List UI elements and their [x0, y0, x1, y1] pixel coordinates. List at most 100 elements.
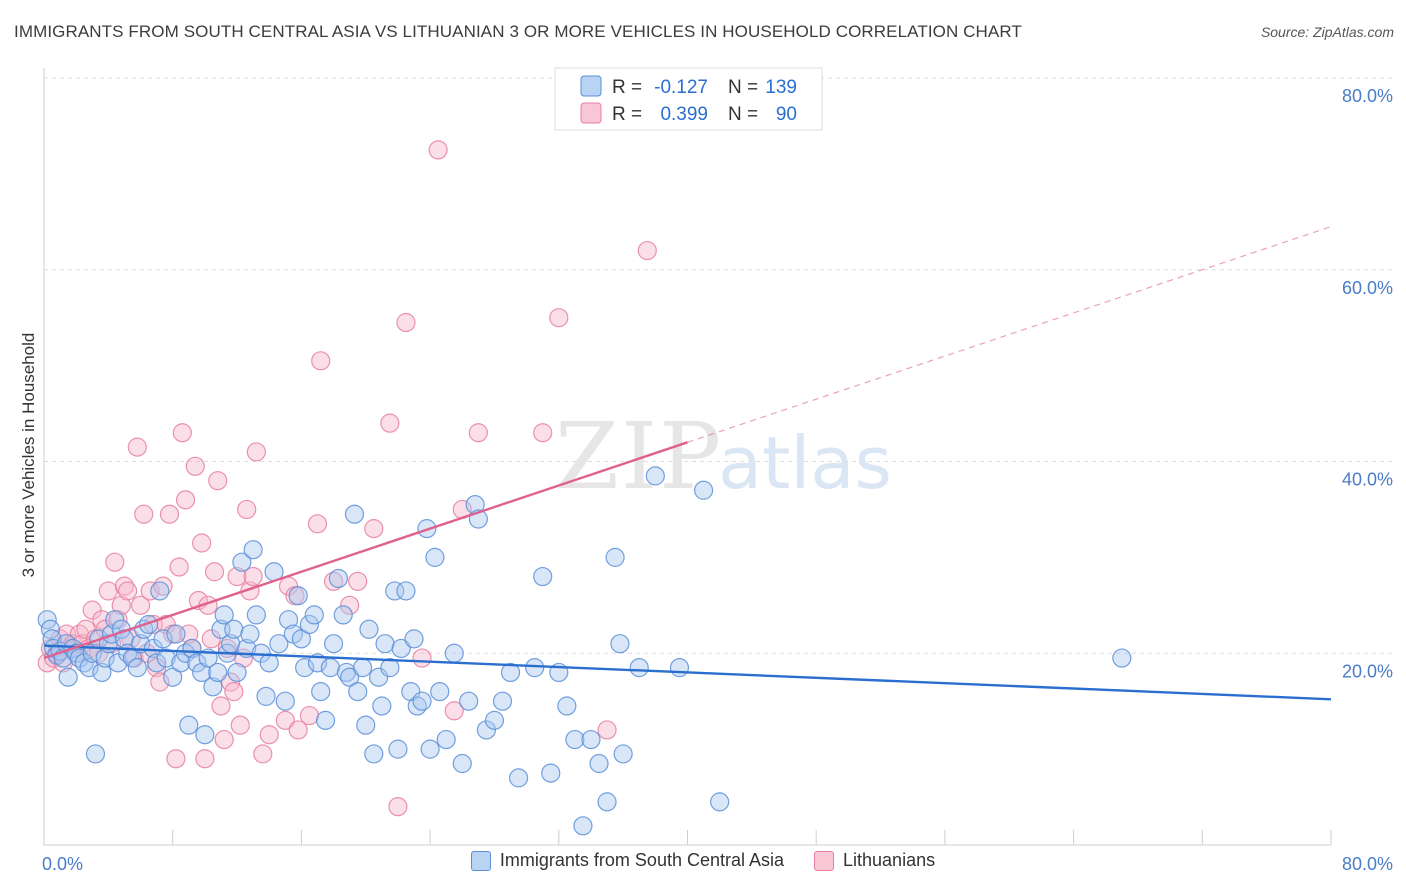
point-lithuanians — [288, 720, 308, 740]
point-lithuanians — [166, 749, 186, 769]
point-south-central-asia — [425, 547, 445, 567]
axes — [43, 68, 1332, 846]
stats-r-value-blue: -0.127 — [654, 77, 708, 98]
point-lithuanians — [253, 744, 273, 764]
point-south-central-asia — [232, 552, 252, 572]
point-lithuanians — [311, 351, 331, 371]
point-lithuanians — [201, 629, 221, 649]
point-lithuanians — [637, 240, 657, 261]
point-south-central-asia — [275, 691, 295, 711]
point-south-central-asia — [288, 586, 308, 606]
point-south-central-asia — [430, 681, 450, 702]
point-south-central-asia — [150, 581, 170, 601]
point-lithuanians — [204, 562, 225, 582]
point-south-central-asia — [396, 581, 416, 601]
point-south-central-asia — [269, 634, 289, 654]
point-south-central-asia — [541, 763, 561, 783]
point-lithuanians — [533, 423, 553, 443]
point-lithuanians — [396, 312, 416, 333]
point-south-central-asia — [610, 634, 630, 654]
point-south-central-asia — [391, 638, 411, 659]
point-south-central-asia — [412, 691, 432, 711]
point-south-central-asia — [192, 662, 212, 683]
legend-item-south-central-asia: Immigrants from South Central Asia — [470, 850, 785, 871]
point-south-central-asia — [385, 581, 405, 601]
y-tick-label: 20.0% — [1342, 661, 1393, 681]
trend-line-pink-extension — [687, 226, 1332, 443]
stats-n-label-blue: N = — [728, 77, 758, 98]
point-south-central-asia — [58, 667, 78, 687]
point-south-central-asia — [328, 568, 349, 589]
point-lithuanians — [76, 619, 96, 639]
point-lithuanians — [185, 456, 205, 476]
point-south-central-asia — [380, 658, 400, 678]
point-lithuanians — [214, 729, 234, 750]
point-south-central-asia — [147, 653, 167, 673]
point-south-central-asia — [364, 744, 384, 764]
x-tick-label-max: 80.0% — [1342, 854, 1393, 874]
point-south-central-asia — [92, 662, 112, 683]
stats-r-label-pink: R = — [612, 104, 642, 125]
point-south-central-asia — [356, 715, 376, 735]
point-south-central-asia — [295, 658, 315, 678]
y-tick-label: 40.0% — [1342, 470, 1393, 490]
point-south-central-asia — [629, 658, 649, 678]
point-south-central-asia — [195, 725, 215, 745]
point-south-central-asia — [256, 686, 276, 706]
watermark-zip: ZIP — [555, 403, 723, 510]
tick-labels: 20.0% 40.0% 60.0% 80.0% 0.0% 80.0% — [42, 86, 1393, 874]
point-lithuanians — [275, 710, 295, 730]
stats-r-label-blue: R = — [612, 77, 642, 98]
point-lithuanians — [127, 437, 147, 457]
point-lithuanians — [299, 705, 320, 726]
stats-legend-blue-swatch — [580, 75, 602, 97]
point-south-central-asia — [291, 629, 311, 649]
point-south-central-asia — [224, 619, 244, 639]
point-south-central-asia — [1112, 648, 1132, 668]
legend-label-south-central-asia: Immigrants from South Central Asia — [499, 850, 785, 870]
point-south-central-asia — [333, 605, 353, 625]
point-south-central-asia — [187, 653, 207, 673]
point-south-central-asia — [320, 658, 340, 678]
point-lithuanians — [307, 514, 328, 534]
point-south-central-asia — [669, 658, 690, 678]
point-lithuanians — [147, 658, 167, 678]
point-south-central-asia — [214, 605, 234, 625]
stats-legend-pink-swatch — [580, 102, 602, 124]
stats-n-label-pink: N = — [728, 104, 758, 125]
point-south-central-asia — [138, 614, 159, 635]
point-south-central-asia — [156, 648, 176, 668]
point-lithuanians — [428, 140, 448, 160]
point-south-central-asia — [525, 658, 545, 678]
point-south-central-asia — [597, 792, 617, 812]
point-lithuanians — [118, 581, 138, 601]
source-credit: Source: ZipAtlas.com — [1260, 24, 1394, 40]
stats-n-value-pink: 90 — [776, 104, 797, 125]
point-south-central-asia — [589, 753, 609, 774]
point-lithuanians — [150, 672, 170, 692]
point-south-central-asia — [500, 662, 521, 683]
point-south-central-asia — [203, 677, 223, 697]
point-lithuanians — [208, 471, 228, 491]
point-south-central-asia — [105, 610, 125, 630]
point-south-central-asia — [246, 605, 266, 625]
grid — [44, 77, 1392, 654]
point-south-central-asia — [163, 667, 183, 687]
point-lithuanians — [192, 533, 212, 553]
point-lithuanians — [140, 581, 160, 601]
chart-title: IMMIGRANTS FROM SOUTH CENTRAL ASIA VS LI… — [14, 22, 1022, 41]
point-south-central-asia — [557, 696, 577, 716]
point-south-central-asia — [452, 753, 472, 774]
legend-swatch-blue — [470, 850, 491, 871]
point-south-central-asia — [227, 662, 247, 683]
legend-item-lithuanians: Lithuanians — [814, 850, 935, 871]
point-south-central-asia — [508, 768, 529, 788]
point-south-central-asia — [444, 643, 464, 663]
point-south-central-asia — [153, 629, 173, 649]
point-lithuanians — [364, 519, 384, 539]
point-south-central-asia — [372, 696, 392, 716]
y-tick-label: 60.0% — [1342, 278, 1393, 298]
point-south-central-asia — [304, 605, 324, 625]
point-south-central-asia — [404, 629, 424, 649]
point-lithuanians — [243, 566, 263, 587]
